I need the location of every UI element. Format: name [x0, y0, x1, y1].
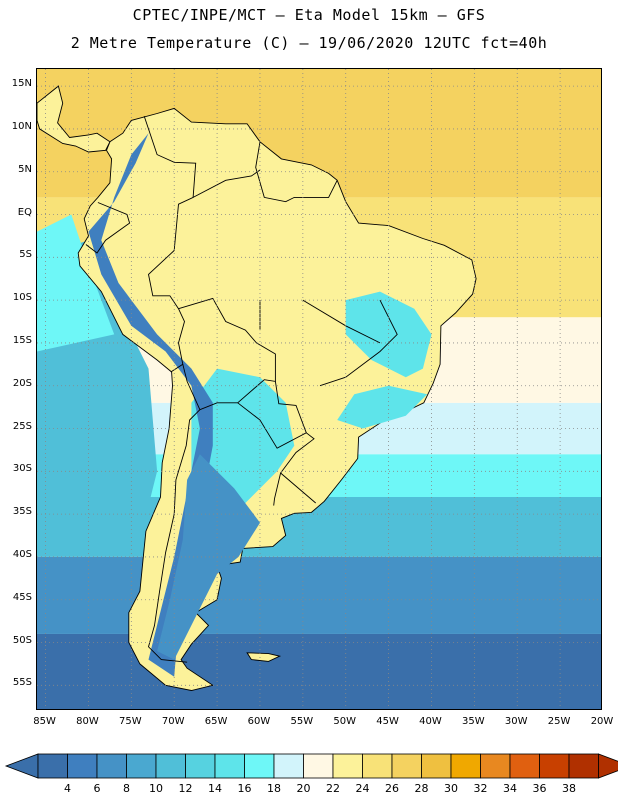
andes-cold-band: [88, 133, 213, 677]
latitude-tick-label: 15N: [11, 78, 32, 90]
colorbar-tick-label: 18: [267, 782, 281, 795]
colorbar-tick-label: 4: [64, 782, 71, 795]
latitude-tick-label: 15S: [12, 334, 32, 346]
colorbar-swatch: [273, 753, 304, 779]
colorbar-swatch: [214, 753, 245, 779]
colorbar-swatch: [539, 753, 570, 779]
longitude-tick-label: 70W: [161, 716, 185, 727]
latitude-tick-label: 25S: [12, 420, 32, 432]
country-border-5: [148, 250, 185, 373]
colorbar-tick-label: 32: [473, 782, 488, 795]
colorbar-swatch: [67, 753, 98, 779]
longitude-tick-label: 85W: [33, 716, 56, 727]
colorbar-tick-label: 34: [503, 782, 517, 795]
colorbar-tick-label: 38: [562, 782, 576, 795]
latitude-tick-label: EQ: [17, 206, 32, 218]
colorbar-tick-label: 16: [237, 782, 252, 795]
colorbar-swatch: [96, 753, 127, 779]
latitude-tick-label: 35S: [12, 506, 32, 518]
colorbar-tick-label: 36: [532, 782, 547, 795]
longitude-tick-label: 55W: [290, 716, 314, 727]
longitude-tick-label: 20W: [590, 716, 614, 727]
map-title: CPTEC/INPE/MCT – Eta Model 15km – GFS: [132, 6, 486, 24]
colorbar-swatch: [37, 753, 68, 779]
map-panel: [36, 68, 602, 710]
latitude-tick-label: 30S: [12, 463, 32, 475]
latitude-tick-label: 5N: [18, 163, 32, 175]
longitude-tick-label: 45W: [376, 716, 399, 727]
latitude-tick-label: 10N: [11, 120, 32, 132]
colorbar-tick-label: 6: [93, 782, 101, 795]
colorbar-tick-label: 22: [326, 782, 340, 795]
colorbar-tick-label: 20: [296, 782, 311, 795]
colorbar-swatch: [303, 753, 334, 779]
colorbar-min-arrow: [4, 753, 39, 779]
brazil-plateau-cool-region: [345, 291, 432, 378]
longitude-tick-label: 75W: [119, 716, 142, 727]
latitude-tick-label: 20S: [12, 377, 32, 389]
ocean-band-cool: [37, 556, 601, 634]
longitude-tick-label: 50W: [333, 716, 357, 727]
longitude-tick-label: 25W: [547, 716, 571, 727]
colorbar-swatch: [362, 753, 393, 779]
temperature-map: [37, 69, 601, 709]
colorbar-tick-label: 26: [385, 782, 399, 795]
country-border-1: [143, 115, 197, 251]
colorbar-tick-label: 8: [123, 782, 130, 795]
longitude-tick-label: 40W: [419, 716, 442, 727]
longitude-tick-label: 60W: [247, 716, 271, 727]
country-border-4: [85, 202, 131, 254]
southeast-brazil-cool-region: [337, 385, 428, 429]
colorbar-tick-label: 10: [149, 782, 163, 795]
country-border-8: [279, 432, 316, 504]
central-america-landmass: [37, 85, 111, 153]
latitude-tick-label: 5S: [19, 249, 32, 261]
longitude-tick-label: 30W: [504, 716, 528, 727]
country-border-13: [319, 299, 398, 387]
pacific-cool-north: [37, 214, 115, 352]
colorbar-swatch: [509, 753, 540, 779]
colorbar-tick-label: 28: [414, 782, 429, 795]
longitude-tick-label: 35W: [462, 716, 485, 727]
colorbar-swatch: [185, 753, 216, 779]
country-border-3: [255, 141, 338, 203]
longitude-tick-label: 80W: [76, 716, 99, 727]
colorbar-swatch: [421, 753, 452, 779]
colorbar-swatch: [568, 753, 599, 779]
colorbar-swatch: [450, 753, 481, 779]
colorbar-swatch: [155, 753, 186, 779]
colorbar-tick-label: 30: [444, 782, 458, 795]
color-scale-bar: [4, 753, 618, 779]
colorbar-tick-label: 24: [355, 782, 370, 795]
colorbar-tick-label: 14: [208, 782, 222, 795]
patagonia-cold-region: [157, 454, 260, 660]
latitude-tick-label: 45S: [12, 591, 32, 603]
falkland-islands: [246, 652, 282, 662]
colorbar-tick-label: 12: [178, 782, 193, 795]
colorbar-swatch: [391, 753, 422, 779]
country-border-2: [192, 169, 261, 198]
latitude-tick-label: 10S: [12, 292, 32, 304]
latitude-tick-label: 55S: [12, 677, 32, 689]
latitude-tick-label: 50S: [12, 634, 32, 646]
colorbar-swatch: [244, 753, 275, 779]
country-border-10: [147, 409, 201, 663]
colorbar-swatch: [480, 753, 511, 779]
colorbar-max-arrow: [598, 753, 618, 779]
longitude-tick-label: 65W: [204, 716, 228, 727]
colorbar-swatch: [126, 753, 157, 779]
map-subtitle: 2 Metre Temperature (C) – 19/06/2020 12U…: [70, 34, 548, 52]
colorbar-swatch: [332, 753, 363, 779]
latitude-tick-label: 40S: [12, 548, 32, 560]
country-border-9: [273, 472, 282, 506]
